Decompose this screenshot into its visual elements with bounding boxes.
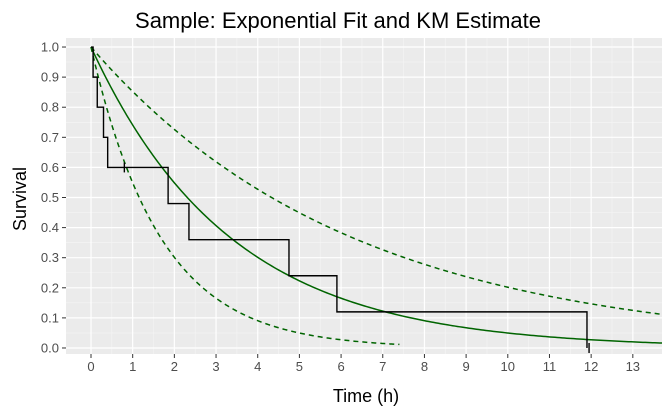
x-tick-label: 3 [212,359,219,374]
y-tick-label: 0.6 [41,160,59,175]
x-tick-label: 1 [129,359,136,374]
y-tick-label: 0.4 [41,220,59,235]
grid-lines [66,38,662,354]
y-tick-label: 0.2 [41,280,59,295]
x-tick-label: 8 [421,359,428,374]
y-tick-label: 0.0 [41,340,59,355]
y-tick-label: 0.5 [41,190,59,205]
curves [90,46,663,353]
x-tick-label: 13 [626,359,640,374]
chart-title: Sample: Exponential Fit and KM Estimate [135,8,541,33]
x-axis-label: Time (h) [333,386,399,406]
ci-curve [90,46,663,316]
y-tick-label: 0.7 [41,130,59,145]
x-tick-label: 7 [379,359,386,374]
x-tick-label: 10 [501,359,515,374]
ci-curve [90,46,400,346]
x-tick-label: 5 [296,359,303,374]
y-tick-label: 0.9 [41,70,59,85]
y-tick-label: 1.0 [41,40,59,55]
x-tick-label: 4 [254,359,261,374]
axis-ticks: 0 1 2 3 4 5 6 7 8 9 10 11 12 130.00.10.20.30.40.50.60… [41,40,640,374]
exponential-fit-curve [90,46,663,344]
y-tick-label: 0.1 [41,310,59,325]
x-tick-label: 6 [337,359,344,374]
km-step-curve [91,46,588,348]
x-tick-label: 2 [171,359,178,374]
y-tick-label: 0.3 [41,250,59,265]
x-tick-label: 9 [462,359,469,374]
x-tick-label: 0 [87,359,94,374]
x-tick-label: 11 [543,359,557,374]
plot-panel [66,38,662,354]
y-tick-label: 0.8 [41,100,59,115]
x-tick-label: 12 [584,359,598,374]
y-axis-label: Survival [10,167,30,231]
